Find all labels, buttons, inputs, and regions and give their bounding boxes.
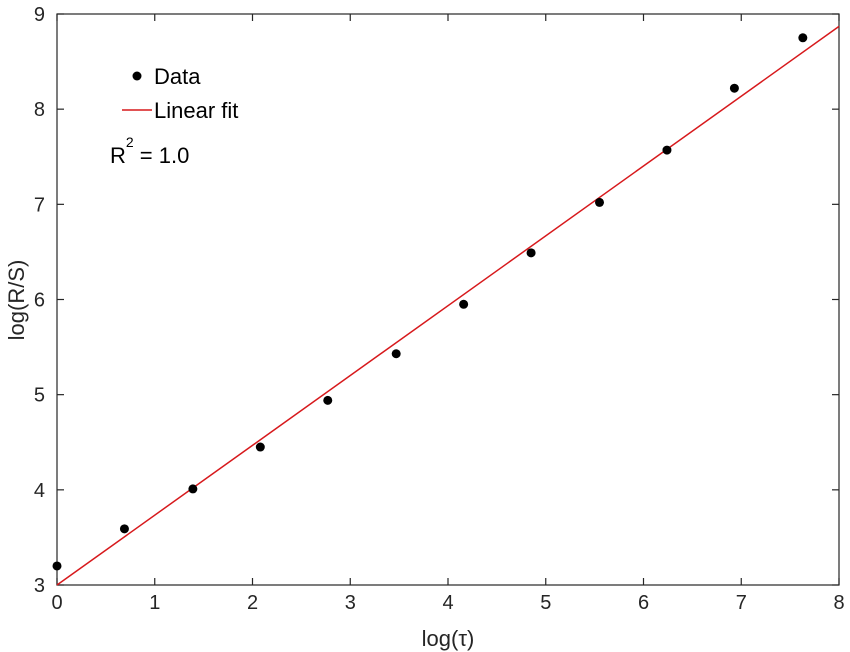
data-point [662,145,672,155]
plot-area [56,13,840,586]
data-point [391,349,401,359]
data-point [188,484,198,494]
legend-marker-data [132,71,142,81]
y-axis-label: log(R/S) [4,260,29,341]
y-tick-label-1: 4 [34,480,45,502]
data-point [798,33,808,43]
y-tick-label-0: 3 [34,575,45,597]
legend-label-data: Data [154,64,201,89]
data-point [526,248,536,258]
data-point [729,83,739,93]
x-axis-label: log(τ) [422,626,475,651]
y-tick-label-2: 5 [34,385,45,407]
x-tick-label-2: 2 [247,592,258,614]
data-point [255,442,265,452]
data-point [323,395,333,405]
data-point [119,524,129,534]
legend-label-fit: Linear fit [154,98,238,123]
y-tick-label-6: 9 [34,4,45,26]
x-tick-label-0: 0 [51,592,62,614]
data-point [595,197,605,207]
legend: Data Linear fit [122,64,238,123]
data-points [52,33,808,571]
x-tick-label-6: 6 [638,592,649,614]
x-tick-label-3: 3 [345,592,356,614]
linear-fit-line [56,25,840,586]
x-tick-label-7: 7 [736,592,747,614]
fit-line-group [56,25,840,586]
ticks: 0 1 2 3 4 5 6 7 8 3 4 5 6 7 8 9 [34,4,845,614]
r-squared-annotation: R2 = 1.0 [110,134,189,168]
data-point [459,299,469,309]
r-squared-sup: 2 [126,134,134,150]
x-tick-label-8: 8 [833,592,844,614]
x-tick-label-1: 1 [149,592,160,614]
r-squared-rest: = 1.0 [134,143,190,168]
data-point [52,561,62,571]
y-tick-label-3: 6 [34,290,45,312]
r-squared-base: R [110,143,126,168]
y-tick-label-5: 8 [34,99,45,121]
x-tick-label-5: 5 [540,592,551,614]
y-tick-label-4: 7 [34,194,45,216]
x-tick-label-4: 4 [442,592,453,614]
